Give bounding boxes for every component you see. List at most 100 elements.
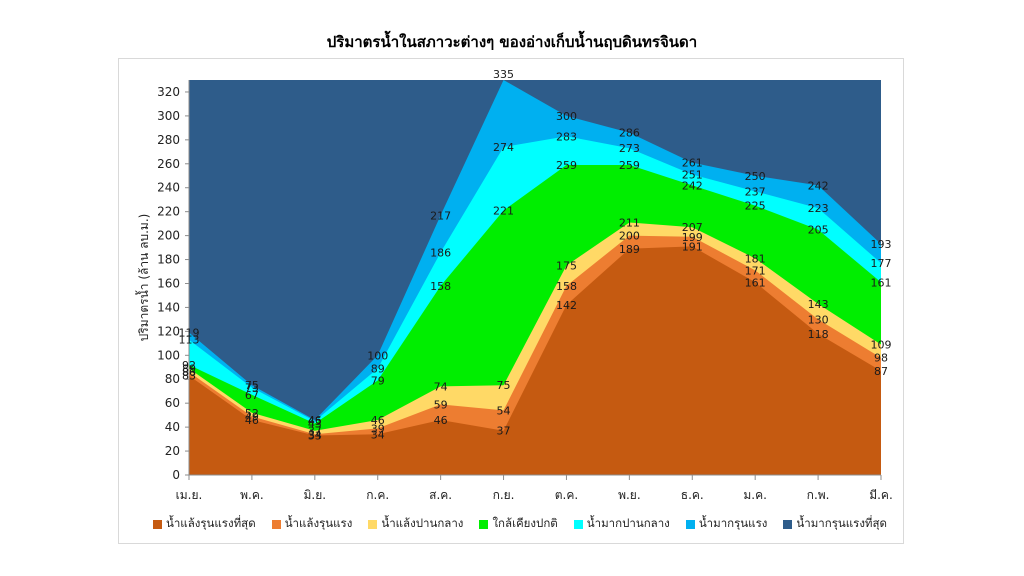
data-label-s3-0: 92 xyxy=(182,359,196,372)
data-label-s4-3: 89 xyxy=(371,362,385,375)
data-label-s3-11: 161 xyxy=(871,276,892,289)
x-tick-label-7: พ.ย. xyxy=(618,488,641,502)
x-tick-label-2: มิ.ย. xyxy=(304,488,327,502)
data-label-s1-11: 98 xyxy=(874,352,888,365)
data-label-s3-4: 158 xyxy=(430,280,451,293)
legend-item-0: น้ำแล้งรุนแรงที่สุด xyxy=(152,515,256,533)
legend-label-4: น้ำมากปานกลาง xyxy=(586,516,670,530)
y-axis-label: ปริมาตรน้ำ (ล้าน ลบ.ม.) xyxy=(135,214,151,342)
x-tick-label-10: ก.พ. xyxy=(807,488,830,502)
data-label-s3-2: 43 xyxy=(308,418,322,431)
data-label-s1-10: 130 xyxy=(808,313,829,326)
y-tick-label-0: 0 xyxy=(172,468,180,482)
data-label-s2-6: 175 xyxy=(556,260,577,273)
data-label-s2-7: 211 xyxy=(619,216,640,229)
data-label-s3-1: 67 xyxy=(245,389,259,402)
x-tick-label-3: ก.ค. xyxy=(366,488,389,502)
data-label-s2-10: 143 xyxy=(808,298,829,311)
legend-swatch-0 xyxy=(152,519,162,529)
legend-item-1: น้ำแล้งรุนแรง xyxy=(271,515,352,533)
chart-legend: น้ำแล้งรุนแรงที่สุด น้ำแล้งรุนแรง น้ำแล้งป… xyxy=(150,515,890,533)
legend-label-5: น้ำมากรุนแรง xyxy=(698,516,768,530)
y-tick-label-16: 320 xyxy=(157,85,180,99)
data-label-s2-3: 46 xyxy=(371,414,385,427)
data-label-s4-1: 73 xyxy=(245,382,259,395)
data-label-s1-3: 39 xyxy=(371,422,385,435)
x-tick-label-8: ธ.ค. xyxy=(681,488,704,502)
series-area-0 xyxy=(189,246,881,475)
data-label-s1-4: 59 xyxy=(434,398,448,411)
data-label-s5-1: 75 xyxy=(245,379,259,392)
data-label-s0-4: 46 xyxy=(434,414,448,427)
y-tick-label-5: 100 xyxy=(157,348,180,362)
legend-item-2: น้ำแล้งปานกลาง xyxy=(368,515,463,533)
y-tick-label-4: 80 xyxy=(165,372,180,386)
data-label-s0-1: 46 xyxy=(245,414,259,427)
y-tick-label-2: 40 xyxy=(165,420,180,434)
data-label-s3-7: 259 xyxy=(619,159,640,172)
y-tick-label-9: 180 xyxy=(157,253,180,267)
legend-item-6: น้ำมากรุนแรงที่สุด xyxy=(783,515,887,533)
data-label-s5-11: 193 xyxy=(871,238,892,251)
data-label-s4-10: 223 xyxy=(808,202,829,215)
chart-title: ปริมาตรน้ำในสภาวะต่างๆ ของอ่างเก็บน้ำนฤบ… xyxy=(326,33,698,51)
data-label-s4-11: 177 xyxy=(871,257,892,270)
data-label-s2-8: 207 xyxy=(682,221,703,234)
y-tick-label-6: 120 xyxy=(157,324,180,338)
data-label-s0-3: 34 xyxy=(371,428,385,441)
y-tick-label-15: 300 xyxy=(157,109,180,123)
data-label-s1-6: 158 xyxy=(556,280,577,293)
legend-item-4: น้ำมากปานกลาง xyxy=(573,515,670,533)
data-label-s1-8: 199 xyxy=(682,231,703,244)
data-label-s1-1: 49 xyxy=(245,410,259,423)
data-label-s1-7: 200 xyxy=(619,230,640,243)
data-label-s0-5: 37 xyxy=(497,425,511,438)
data-label-s4-0: 113 xyxy=(179,334,200,347)
x-tick-label-11: มี.ค. xyxy=(869,488,893,502)
y-tick-label-13: 260 xyxy=(157,157,180,171)
legend-swatch-6 xyxy=(783,519,793,529)
data-label-s4-6: 283 xyxy=(556,130,577,143)
data-label-s5-7: 286 xyxy=(619,127,640,140)
data-label-s0-11: 87 xyxy=(874,365,888,378)
y-tick-label-11: 220 xyxy=(157,205,180,219)
data-label-s0-7: 189 xyxy=(619,243,640,256)
legend-swatch-1 xyxy=(271,519,281,529)
data-label-s3-3: 79 xyxy=(371,374,385,387)
x-tick-label-0: เม.ย. xyxy=(176,488,203,502)
y-tick-label-7: 140 xyxy=(157,300,180,314)
data-label-s2-0: 89 xyxy=(182,362,196,375)
legend-label-3: ใกล้เคียงปกติ xyxy=(492,516,558,530)
legend-item-3: ใกล้เคียงปกติ xyxy=(479,515,558,533)
x-tick-label-1: พ.ค. xyxy=(240,488,264,502)
data-label-s4-5: 274 xyxy=(493,141,514,154)
data-label-s3-8: 242 xyxy=(682,179,703,192)
y-tick-label-14: 280 xyxy=(157,133,180,147)
legend-label-2: น้ำแล้งปานกลาง xyxy=(381,516,464,530)
data-label-s1-9: 171 xyxy=(745,264,766,277)
y-tick-label-10: 200 xyxy=(157,229,180,243)
data-label-s3-6: 259 xyxy=(556,159,577,172)
legend-label-6: น้ำมากรุนแรงที่สุด xyxy=(796,516,888,530)
data-label-s5-5: 335 xyxy=(493,68,514,81)
legend-label-0: น้ำแล้งรุนแรงที่สุด xyxy=(165,516,256,530)
data-label-s2-5: 75 xyxy=(497,379,511,392)
y-tick-label-3: 60 xyxy=(165,396,180,410)
legend-swatch-2 xyxy=(368,519,378,529)
data-label-s5-10: 242 xyxy=(808,179,829,192)
x-tick-label-5: ก.ย. xyxy=(493,488,515,502)
data-label-s5-6: 300 xyxy=(556,110,577,123)
data-label-s2-1: 52 xyxy=(245,407,259,420)
data-label-s0-9: 161 xyxy=(745,276,766,289)
data-label-s3-10: 205 xyxy=(808,224,829,237)
y-tick-label-8: 160 xyxy=(157,276,180,290)
data-label-s4-9: 237 xyxy=(745,185,766,198)
data-label-s5-0: 119 xyxy=(179,327,200,340)
data-label-s5-2: 46 xyxy=(308,414,322,427)
data-label-s4-4: 186 xyxy=(430,246,451,259)
data-label-s0-2: 33 xyxy=(308,430,322,443)
data-label-s2-9: 181 xyxy=(745,252,766,265)
data-label-s2-4: 74 xyxy=(434,380,448,393)
data-label-s3-5: 221 xyxy=(493,204,514,217)
y-tick-label-1: 20 xyxy=(165,444,180,458)
